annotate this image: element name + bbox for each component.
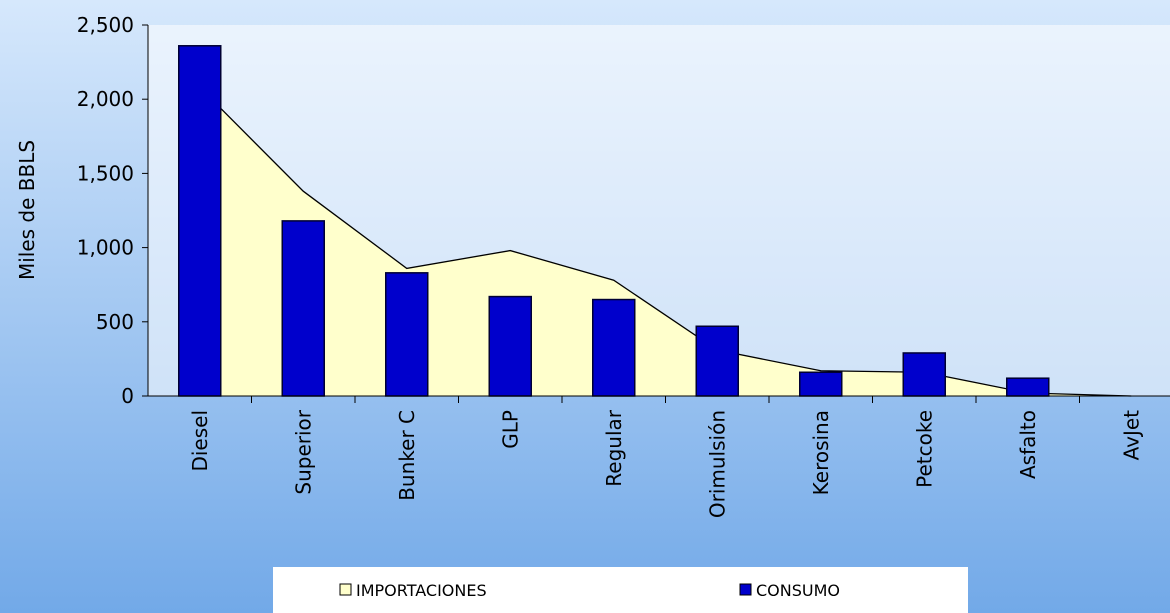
y-tick-label: 2,500 bbox=[77, 13, 134, 37]
legend-swatch bbox=[739, 583, 752, 596]
bar bbox=[281, 220, 325, 397]
x-tick-label: Regular bbox=[602, 409, 626, 486]
bar bbox=[178, 45, 222, 397]
bar bbox=[902, 352, 946, 397]
bar bbox=[385, 272, 429, 397]
bar bbox=[799, 371, 843, 397]
x-tick-label: Asfalto bbox=[1016, 410, 1040, 479]
y-axis-label: Miles de BBLS bbox=[15, 140, 39, 280]
legend-label: IMPORTACIONES bbox=[356, 581, 487, 600]
bar bbox=[695, 325, 739, 397]
area-fill bbox=[199, 87, 1132, 396]
legend-label: CONSUMO bbox=[756, 581, 840, 600]
y-tick-label: 1,000 bbox=[77, 236, 134, 260]
x-tick-label: GLP bbox=[498, 410, 522, 449]
legend-swatch bbox=[339, 583, 352, 596]
y-tick-label: 0 bbox=[121, 384, 134, 408]
x-tick-label: Kerosina bbox=[809, 410, 833, 495]
area-line bbox=[199, 86, 1132, 397]
y-tick-label: 2,000 bbox=[77, 87, 134, 111]
legend bbox=[273, 567, 968, 613]
x-tick-label: Orimulsión bbox=[705, 410, 729, 518]
x-tick-label: Bunker C bbox=[395, 410, 419, 501]
x-tick-label: Petcoke bbox=[912, 410, 936, 488]
x-tick-label: AvJet bbox=[1119, 410, 1143, 461]
bar bbox=[1006, 377, 1050, 397]
x-tick-label: Diesel bbox=[188, 410, 212, 472]
y-tick-label: 1,500 bbox=[77, 161, 134, 185]
bar bbox=[488, 295, 532, 397]
bar bbox=[592, 298, 636, 397]
x-tick-label: Superior bbox=[291, 409, 315, 494]
y-tick-label: 500 bbox=[96, 310, 134, 334]
